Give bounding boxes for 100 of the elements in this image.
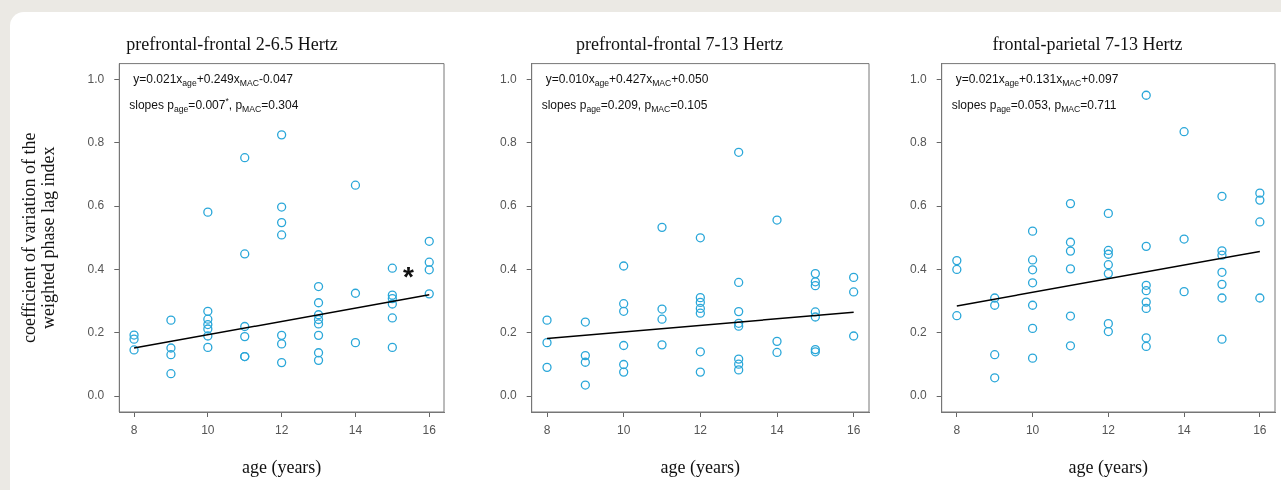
point — [849, 272, 859, 283]
point — [1141, 90, 1151, 100]
point — [1027, 353, 1038, 363]
point — [695, 347, 705, 357]
point — [1065, 237, 1076, 247]
x-tick-label: 16 — [846, 422, 861, 437]
point — [313, 348, 324, 358]
point — [542, 362, 552, 372]
point — [1141, 280, 1151, 290]
point — [424, 236, 434, 246]
point — [695, 297, 705, 308]
point — [1255, 195, 1265, 205]
point — [734, 147, 744, 157]
x-axis-title: age (years) — [241, 456, 322, 478]
x-tick-label: 10 — [617, 422, 631, 437]
point — [1027, 226, 1038, 236]
x-tick-label: 14 — [348, 422, 363, 437]
point — [990, 373, 1000, 383]
chart-title: frontal-parietal 7-13 Hertz — [992, 33, 1183, 54]
point — [1141, 341, 1151, 352]
y-tick-label: 0.8 — [87, 135, 105, 150]
point — [1255, 293, 1265, 303]
point — [203, 319, 213, 330]
point — [1065, 264, 1076, 274]
point — [1217, 334, 1227, 344]
point — [580, 380, 590, 390]
point — [849, 287, 859, 297]
y-tick-label: 1.0 — [909, 71, 927, 86]
point — [1141, 303, 1151, 314]
x-tick-label: 14 — [770, 422, 784, 437]
point — [772, 336, 782, 347]
point — [240, 321, 250, 332]
point — [952, 264, 962, 275]
point — [1103, 208, 1113, 219]
point — [734, 365, 744, 375]
point — [387, 263, 397, 273]
point — [1179, 286, 1189, 297]
point — [276, 230, 287, 240]
point — [276, 330, 287, 340]
point — [313, 314, 324, 325]
point — [387, 293, 397, 304]
point — [129, 330, 139, 340]
point — [1027, 278, 1038, 288]
point — [424, 289, 434, 299]
point — [203, 331, 213, 341]
point — [1217, 246, 1227, 256]
point — [424, 257, 434, 267]
point — [387, 313, 397, 323]
x-tick-label: 12 — [274, 422, 289, 437]
point — [166, 350, 176, 360]
y-tick-label: 0.8 — [499, 135, 517, 150]
point — [1103, 318, 1113, 329]
y-tick-label: 0.6 — [87, 198, 105, 213]
point — [1103, 249, 1113, 259]
point — [1027, 255, 1038, 265]
point — [203, 324, 213, 334]
point — [1027, 300, 1038, 310]
y-tick-label: 1.0 — [87, 71, 105, 86]
point — [387, 299, 397, 309]
point — [772, 215, 782, 225]
point — [387, 290, 397, 300]
point — [276, 202, 287, 212]
y-tick-label: 1.0 — [499, 71, 517, 86]
point — [810, 280, 820, 291]
point — [166, 369, 176, 379]
point — [313, 355, 324, 366]
point — [1217, 191, 1227, 201]
y-tick-label: 0.8 — [909, 135, 927, 150]
x-tick-label: 10 — [201, 422, 215, 437]
point — [619, 306, 629, 316]
point — [313, 319, 324, 329]
y-tick-label: 0.2 — [909, 325, 927, 340]
point — [580, 357, 590, 367]
y-tick-label: 0.2 — [87, 325, 105, 340]
point — [166, 343, 176, 353]
point — [580, 317, 590, 327]
point — [657, 340, 667, 350]
y-tick-label: 0.2 — [499, 325, 517, 340]
point — [1179, 127, 1189, 137]
point — [1217, 279, 1227, 290]
point — [387, 342, 397, 353]
point — [657, 304, 667, 314]
point — [1217, 250, 1227, 260]
x-tick-label: 16 — [1253, 422, 1267, 437]
point — [542, 315, 552, 325]
point — [1141, 241, 1151, 251]
annotation: * — [403, 261, 415, 293]
point — [276, 217, 287, 228]
point — [849, 331, 859, 341]
point — [1179, 234, 1189, 244]
point — [952, 311, 962, 321]
chart-title: prefrontal-frontal 7-13 Hertz — [576, 33, 783, 54]
point — [129, 334, 139, 344]
point — [1217, 267, 1227, 277]
point — [276, 357, 287, 368]
point — [350, 180, 361, 190]
x-tick-label: 16 — [422, 422, 437, 437]
point — [772, 347, 782, 358]
point — [240, 331, 250, 342]
point — [1027, 323, 1038, 334]
